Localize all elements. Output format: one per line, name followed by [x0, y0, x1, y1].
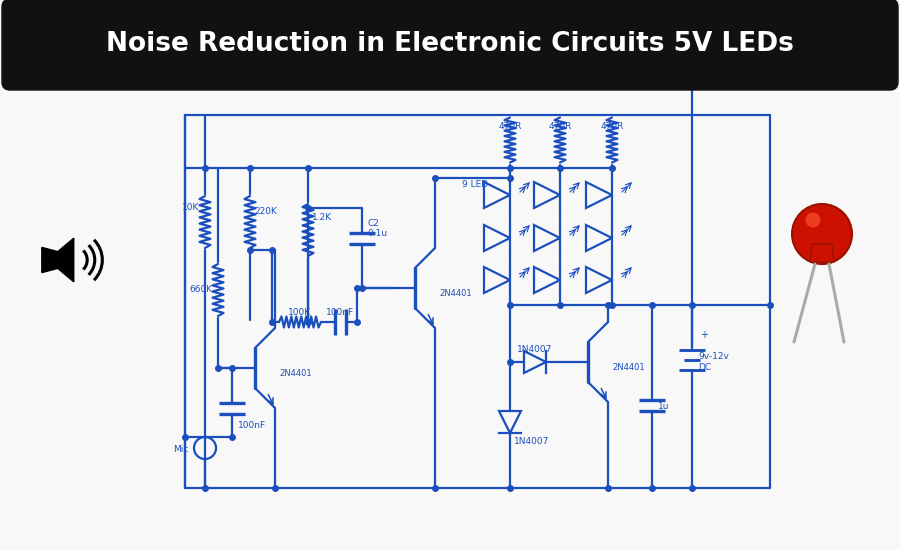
Text: Mic: Mic: [174, 444, 189, 454]
Text: 100K: 100K: [288, 308, 311, 317]
Text: 660K: 660K: [189, 285, 212, 294]
Text: 2N4401: 2N4401: [612, 362, 644, 371]
Text: 220K: 220K: [254, 207, 277, 217]
Text: 10K: 10K: [182, 204, 199, 212]
Text: 100nF: 100nF: [238, 421, 266, 430]
Text: 2N4401: 2N4401: [279, 368, 311, 377]
Text: 9v-12v
DC: 9v-12v DC: [698, 353, 729, 372]
Polygon shape: [58, 238, 74, 282]
Text: 470R: 470R: [600, 122, 624, 131]
Text: 2N4401: 2N4401: [439, 289, 472, 298]
Circle shape: [806, 212, 821, 228]
Polygon shape: [41, 248, 58, 273]
Text: C2: C2: [367, 219, 379, 228]
Text: 100nF: 100nF: [326, 308, 354, 317]
Text: 0.1u: 0.1u: [367, 229, 387, 238]
Polygon shape: [810, 244, 834, 262]
Text: 1N4007: 1N4007: [514, 437, 549, 446]
Text: 1u: 1u: [658, 402, 670, 411]
Text: 1N4007: 1N4007: [518, 345, 553, 354]
Text: 9 LED: 9 LED: [462, 180, 488, 189]
FancyBboxPatch shape: [2, 0, 898, 90]
Text: Noise Reduction in Electronic Circuits 5V LEDs: Noise Reduction in Electronic Circuits 5…: [106, 31, 794, 57]
Text: 1.2K: 1.2K: [312, 213, 332, 222]
Text: 470R: 470R: [499, 122, 522, 131]
Text: 470R: 470R: [548, 122, 572, 131]
Text: +: +: [700, 330, 708, 340]
Circle shape: [792, 204, 852, 264]
